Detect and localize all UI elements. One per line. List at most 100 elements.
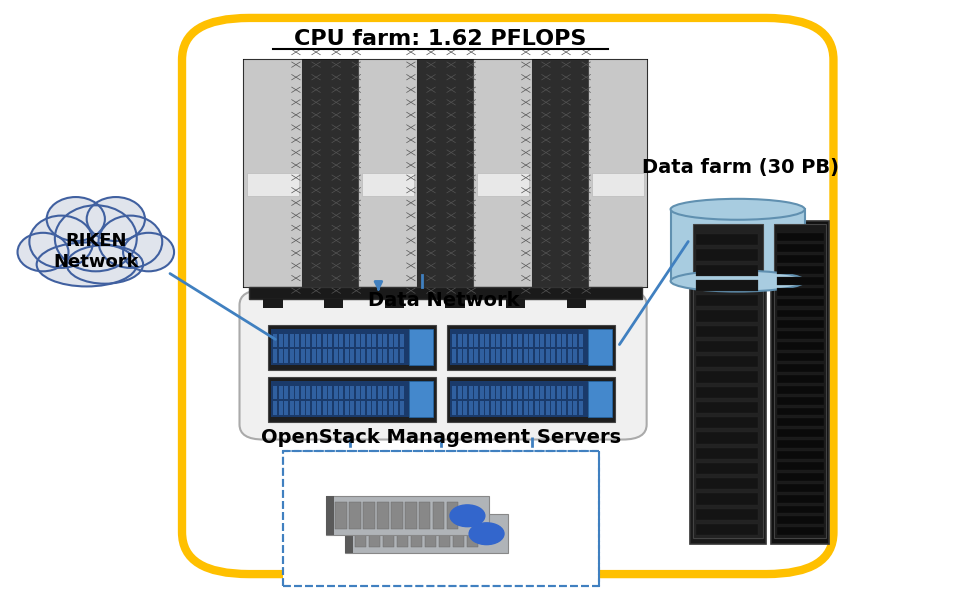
Bar xyxy=(777,321,824,328)
Bar xyxy=(474,334,478,347)
Bar xyxy=(567,299,586,308)
Bar xyxy=(467,520,478,547)
Bar xyxy=(323,349,327,363)
Bar xyxy=(458,349,462,363)
Bar xyxy=(696,524,759,535)
Bar xyxy=(480,401,484,415)
Bar xyxy=(301,334,305,347)
Ellipse shape xyxy=(55,205,137,271)
Bar xyxy=(490,349,494,363)
Bar xyxy=(535,401,538,415)
Bar xyxy=(263,299,283,308)
Bar xyxy=(464,386,468,399)
Bar xyxy=(696,310,759,322)
Bar xyxy=(361,386,365,399)
Bar xyxy=(351,401,354,415)
Bar xyxy=(568,349,572,363)
Ellipse shape xyxy=(671,199,805,219)
Bar xyxy=(529,386,534,399)
Bar xyxy=(284,401,288,415)
Bar xyxy=(513,334,516,347)
Bar xyxy=(529,334,534,347)
Bar xyxy=(333,334,337,347)
Bar xyxy=(367,334,371,347)
Bar xyxy=(345,386,349,399)
Bar xyxy=(532,60,589,287)
Bar xyxy=(485,334,490,347)
Bar xyxy=(317,401,321,415)
Bar xyxy=(777,429,824,437)
Bar xyxy=(696,447,759,459)
Bar xyxy=(529,349,534,363)
Bar xyxy=(696,280,759,291)
Bar xyxy=(502,349,506,363)
Bar xyxy=(289,334,293,347)
Bar xyxy=(333,386,337,399)
Text: OpenStack Management Servers: OpenStack Management Servers xyxy=(261,428,621,447)
Bar xyxy=(579,401,582,415)
Bar xyxy=(359,60,417,287)
Bar xyxy=(777,527,824,535)
Bar xyxy=(777,288,824,295)
Bar xyxy=(496,401,500,415)
Bar xyxy=(433,502,445,529)
Bar xyxy=(490,386,494,399)
Bar xyxy=(289,401,293,415)
Bar xyxy=(244,60,302,287)
Bar xyxy=(307,401,310,415)
Bar xyxy=(417,60,474,287)
Bar xyxy=(524,401,528,415)
Bar xyxy=(361,349,365,363)
Bar xyxy=(345,349,349,363)
Ellipse shape xyxy=(67,245,143,283)
Bar xyxy=(273,334,277,347)
Bar xyxy=(468,386,472,399)
Bar xyxy=(535,386,538,399)
Text: Data farm (30 PB): Data farm (30 PB) xyxy=(642,158,839,177)
Bar xyxy=(354,520,366,547)
Bar xyxy=(777,244,824,252)
Bar xyxy=(573,334,578,347)
Bar xyxy=(367,386,371,399)
Bar xyxy=(557,401,560,415)
Bar xyxy=(579,334,582,347)
Bar xyxy=(502,401,506,415)
FancyBboxPatch shape xyxy=(283,451,599,586)
Bar xyxy=(409,382,433,417)
Bar xyxy=(389,334,393,347)
Ellipse shape xyxy=(123,233,174,271)
Bar xyxy=(273,386,277,399)
Bar xyxy=(696,249,759,261)
Bar xyxy=(468,349,472,363)
Bar xyxy=(377,334,381,347)
Bar xyxy=(311,334,315,347)
Bar xyxy=(562,334,566,347)
Bar xyxy=(540,334,544,347)
Bar xyxy=(392,502,402,529)
Bar xyxy=(468,401,472,415)
Bar xyxy=(518,334,522,347)
Bar xyxy=(311,349,315,363)
Bar xyxy=(249,287,642,299)
Bar xyxy=(696,493,759,505)
Bar xyxy=(696,341,759,352)
Bar xyxy=(513,349,516,363)
Bar xyxy=(696,264,759,276)
Bar xyxy=(552,349,556,363)
Bar xyxy=(395,386,399,399)
Bar xyxy=(244,60,647,287)
Bar xyxy=(474,401,478,415)
Bar xyxy=(696,402,759,413)
Bar xyxy=(496,349,500,363)
Bar xyxy=(671,209,805,281)
Bar xyxy=(546,334,550,347)
Bar xyxy=(317,349,321,363)
Bar xyxy=(464,334,468,347)
Bar xyxy=(696,463,759,474)
Bar xyxy=(351,386,354,399)
Bar xyxy=(508,401,512,415)
Bar xyxy=(328,349,332,363)
Bar xyxy=(333,349,337,363)
Bar xyxy=(307,334,310,347)
Bar xyxy=(284,349,288,363)
